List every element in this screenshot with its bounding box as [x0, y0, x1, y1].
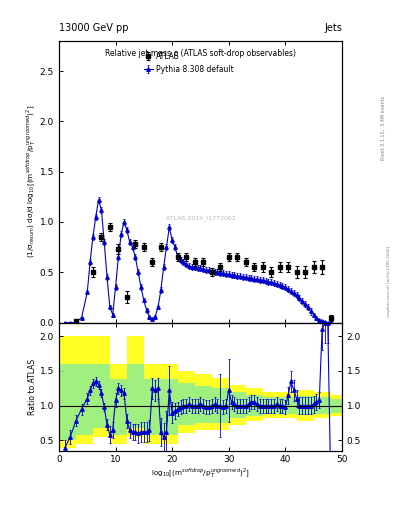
Text: mcplots.cern.ch [arXiv:1306.3436]: mcplots.cern.ch [arXiv:1306.3436] [387, 246, 391, 317]
Y-axis label: Ratio to ATLAS: Ratio to ATLAS [28, 358, 37, 415]
Y-axis label: (1/σ$_{resum}$) dσ/d log$_{10}$[(m$^{soft drop}$/p$_T^{ungroomed}$)$^2$]: (1/σ$_{resum}$) dσ/d log$_{10}$[(m$^{sof… [25, 105, 39, 259]
Text: Jets: Jets [324, 23, 342, 33]
X-axis label: log$_{10}$[(m$^{soft drop}$/p$_T^{ungroomed}$)$^2$]: log$_{10}$[(m$^{soft drop}$/p$_T^{ungroo… [151, 467, 250, 480]
Text: ATLAS 2019_I1772062: ATLAS 2019_I1772062 [165, 216, 235, 221]
Legend: ATLAS, Pythia 8.308 default: ATLAS, Pythia 8.308 default [142, 50, 235, 75]
Text: Rivet 3.1.10,  3.4M events: Rivet 3.1.10, 3.4M events [381, 96, 386, 160]
Text: Relative jet mass ρ (ATLAS soft-drop observables): Relative jet mass ρ (ATLAS soft-drop obs… [105, 50, 296, 58]
Text: 13000 GeV pp: 13000 GeV pp [59, 23, 129, 33]
